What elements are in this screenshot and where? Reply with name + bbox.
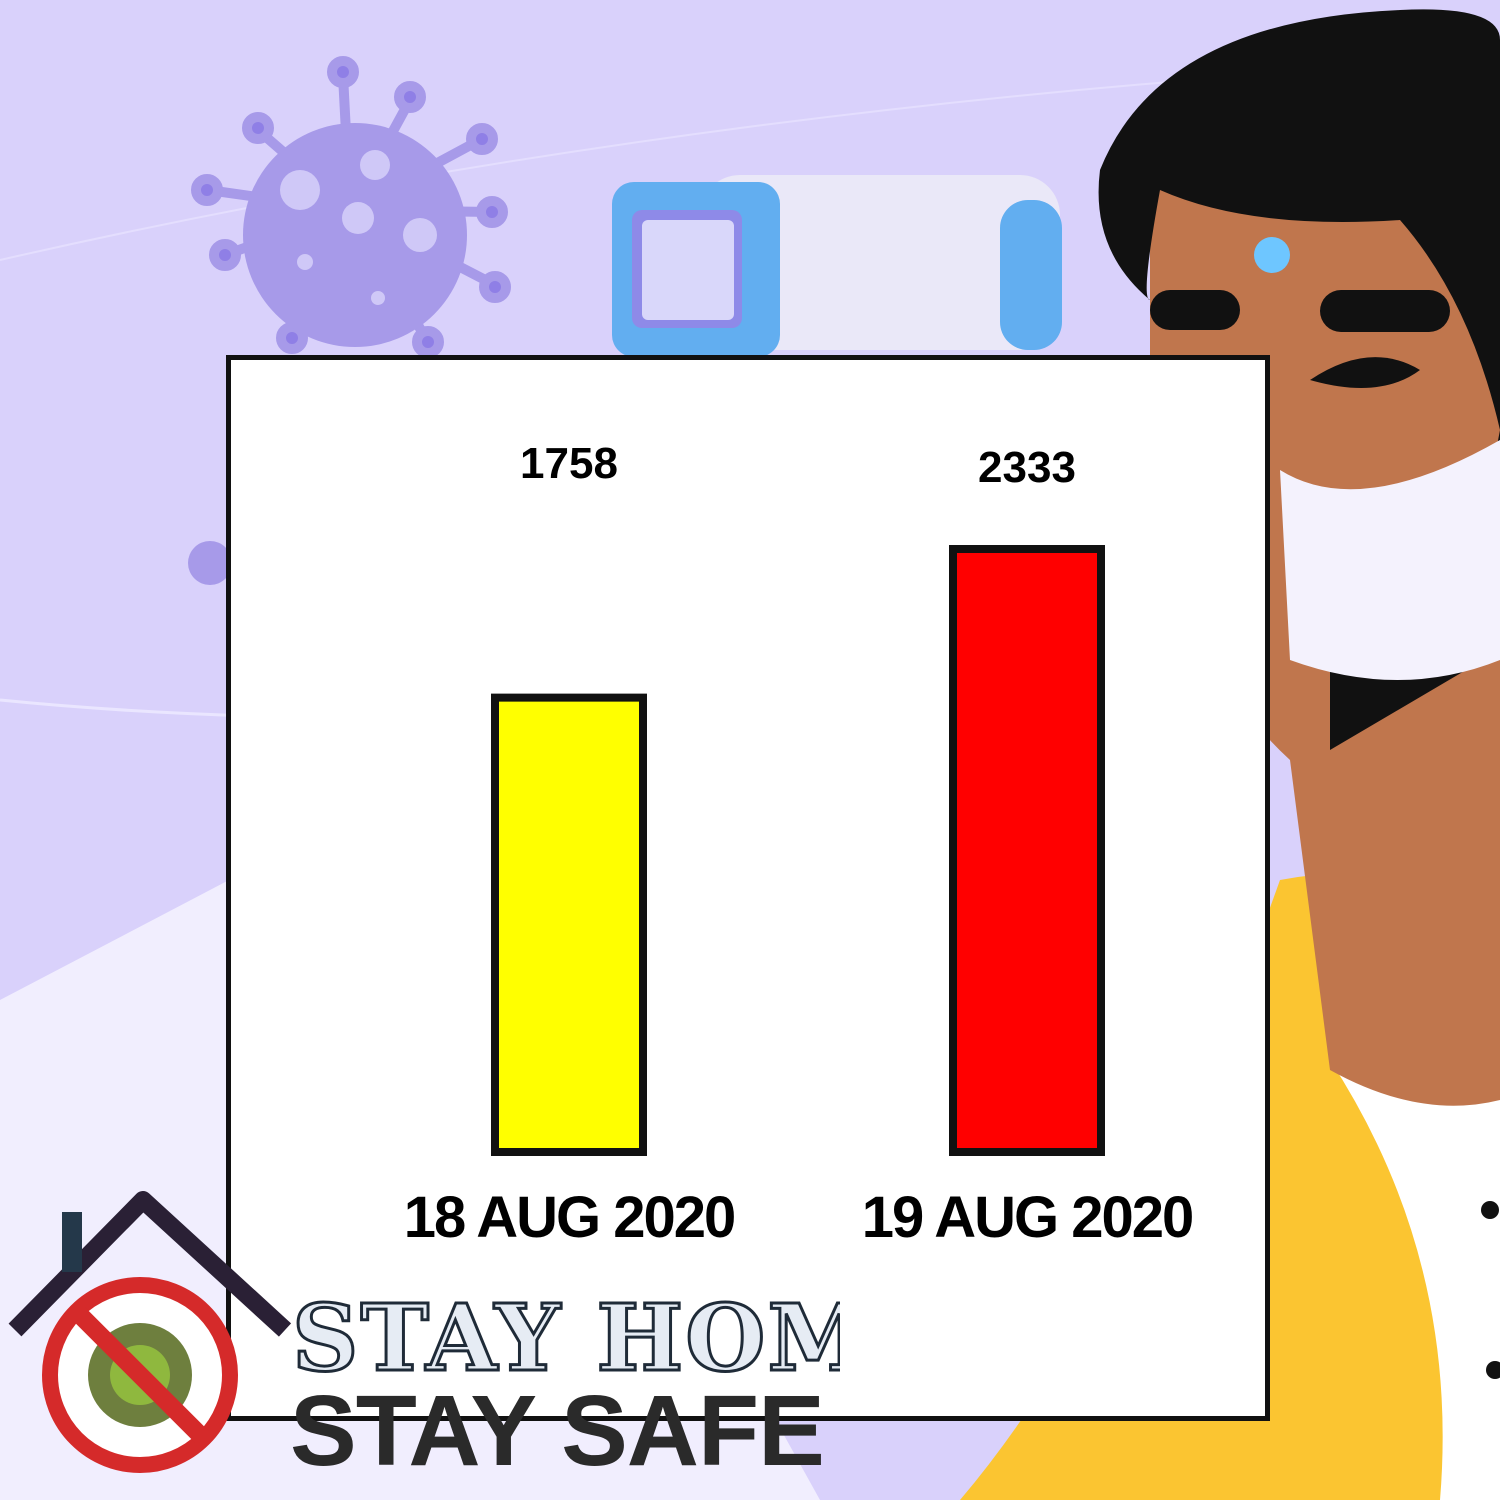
no-virus-icon [42, 1277, 238, 1473]
thermometer-icon [612, 175, 1062, 357]
virus-icon [191, 56, 511, 358]
chart-panel: 1758 18 AUG 2020 2333 19 AUG 2020 [226, 355, 1270, 1421]
bar-2 [949, 545, 1105, 1157]
slogan-line-1: STAY HOME [292, 1284, 840, 1392]
value-label-2: 2333 [978, 443, 1076, 492]
small-virus-icon [188, 541, 232, 585]
value-label-1: 1758 [520, 439, 618, 488]
slogan-line-2: STAY SAFE [290, 1375, 824, 1487]
category-label-2: 19 AUG 2020 [862, 1185, 1193, 1250]
category-label-1: 18 AUG 2020 [404, 1185, 735, 1250]
stay-home-logo: STAY HOME STAY SAFE [8, 1191, 840, 1487]
bar-chart: 1758 18 AUG 2020 2333 19 AUG 2020 [404, 439, 1195, 1250]
bar-1 [491, 693, 647, 1156]
house-icon [8, 1191, 292, 1337]
